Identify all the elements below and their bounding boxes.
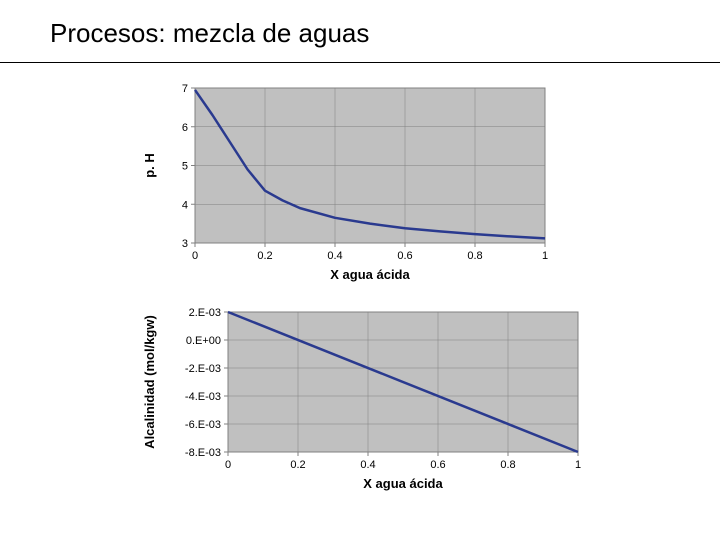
- svg-text:X agua ácida: X agua ácida: [363, 476, 443, 491]
- svg-text:0.4: 0.4: [327, 250, 342, 262]
- svg-text:0.6: 0.6: [430, 459, 445, 471]
- svg-text:7: 7: [182, 83, 188, 95]
- svg-text:1: 1: [575, 459, 581, 471]
- svg-text:2.E-03: 2.E-03: [189, 307, 221, 319]
- title-divider: [0, 62, 720, 63]
- svg-text:5: 5: [182, 161, 188, 173]
- svg-text:p. H: p. H: [142, 153, 157, 178]
- slide-title: Procesos: mezcla de aguas: [50, 18, 369, 49]
- svg-text:-4.E-03: -4.E-03: [185, 391, 221, 403]
- svg-text:4: 4: [182, 199, 188, 211]
- svg-text:0.8: 0.8: [500, 459, 515, 471]
- svg-text:X agua ácida: X agua ácida: [330, 267, 410, 282]
- chart-alcalinidad: 0 0.2 0.4 0.6 0.8 1 -8.E-03 -6.E-03 -4.E-03 -2.E-…: [140, 304, 590, 514]
- svg-text:-8.E-03: -8.E-03: [185, 447, 221, 459]
- svg-text:6: 6: [182, 122, 188, 134]
- svg-text:-2.E-03: -2.E-03: [185, 363, 221, 375]
- chart-ph: 0 0.2 0.4 0.6 0.8 1 3 4 5 6 7 X agua ácida p. H: [140, 80, 590, 295]
- svg-text:0.2: 0.2: [257, 250, 272, 262]
- svg-text:0: 0: [225, 459, 231, 471]
- svg-text:0.E+00: 0.E+00: [186, 335, 221, 347]
- charts-container: 0 0.2 0.4 0.6 0.8 1 3 4 5 6 7 X agua ácida p. H 0 0.2…: [140, 80, 720, 519]
- svg-text:0.4: 0.4: [360, 459, 375, 471]
- svg-text:-6.E-03: -6.E-03: [185, 419, 221, 431]
- svg-text:0.8: 0.8: [467, 250, 482, 262]
- svg-text:0.2: 0.2: [290, 459, 305, 471]
- svg-text:Alcalinidad (mol/kgw): Alcalinidad (mol/kgw): [142, 315, 157, 449]
- svg-text:3: 3: [182, 238, 188, 250]
- svg-text:1: 1: [542, 250, 548, 262]
- svg-text:0: 0: [192, 250, 198, 262]
- svg-text:0.6: 0.6: [397, 250, 412, 262]
